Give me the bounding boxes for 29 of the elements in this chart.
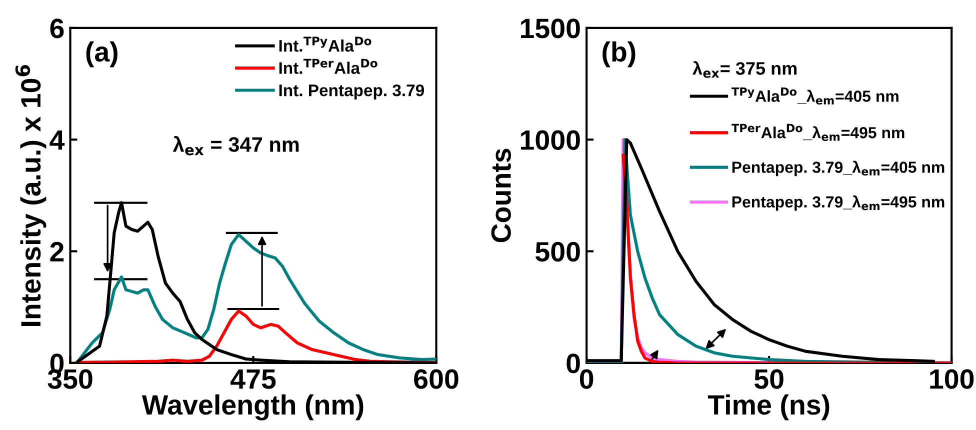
annotation: (a) — [86, 41, 118, 68]
x-tick-label: 50 — [754, 369, 784, 389]
annotation: λ$_{ex}$= 375 nm — [692, 61, 797, 78]
x-tick-label: 600 — [414, 369, 458, 389]
annotation: (b) — [602, 41, 636, 68]
y-axis-title: Intensity (a.u.) x 10$^{6}$ — [15, 64, 46, 326]
line-series — [76, 232, 436, 363]
x-tick-label: 100 — [930, 369, 974, 389]
legend-label: $^{TPy}$Ala$^{Do}$_λ$_{em}$=405 nm — [732, 87, 898, 105]
line-series — [622, 154, 952, 363]
legend-label: Int. Pentapep. 3.79 — [279, 84, 424, 100]
y-tick-label: 2 — [50, 242, 64, 262]
annotation: λ$_{ex}$ = 347 nm — [172, 136, 299, 156]
legend-label: Pentapep. 3.79_λ$_{em}$=405 nm — [732, 160, 944, 176]
legend-label: Int.$^{TPer}$Ala$^{Do}$ — [279, 58, 378, 74]
x-tick-label: 475 — [230, 369, 276, 389]
y-tick-label: 4 — [50, 130, 65, 150]
y-tick-label: 6 — [50, 18, 64, 38]
legend-label: Pentapep. 3.79_λ$_{em}$=495 nm — [732, 195, 944, 211]
y-tick-label: 1000 — [520, 130, 580, 150]
legend-label: Int.$^{TPy}$Ala$^{Do}$ — [279, 36, 372, 52]
x-axis-title: Wavelength (nm) — [142, 394, 364, 420]
x-tick-label: 0 — [580, 369, 594, 389]
x-axis-title: Time (ns) — [708, 394, 830, 420]
y-tick-label: 1500 — [520, 18, 580, 38]
y-axis-title: Counts — [491, 148, 511, 242]
y-tick-label: 500 — [536, 242, 580, 262]
legend-label: $^{TPer}$Ala$^{Do}$_λ$_{em}$=495 nm — [732, 124, 904, 141]
y-tick-label: 0 — [566, 354, 580, 374]
